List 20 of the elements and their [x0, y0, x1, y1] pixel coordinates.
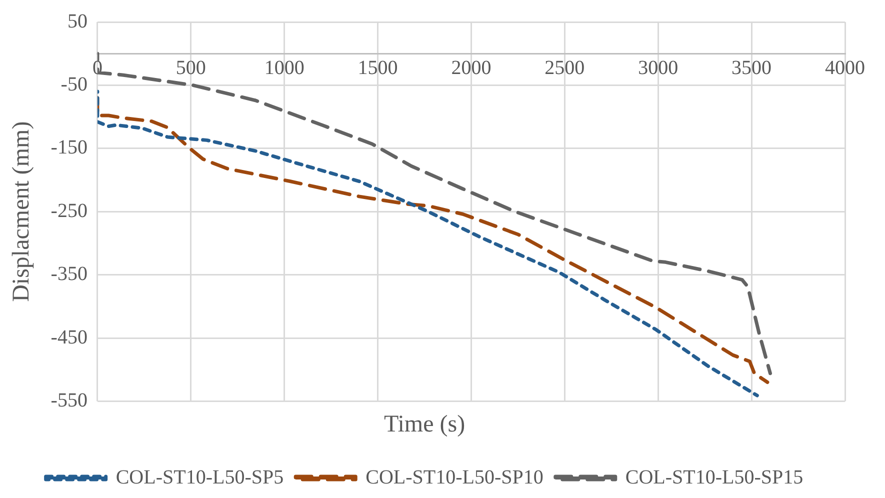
x-tick-label: 500	[176, 56, 206, 79]
y-tick-label: 50	[67, 10, 88, 32]
x-tick-label: 1500	[358, 56, 398, 79]
x-tick-label: 2500	[544, 56, 585, 79]
y-tick-label: -250	[50, 200, 88, 222]
y-tick-label: -150	[50, 136, 88, 159]
legend-label: COL-ST10-L50-SP5	[116, 466, 284, 488]
x-tick-label: 1000	[264, 56, 304, 79]
legend-label: COL-ST10-L50-SP15	[625, 466, 804, 488]
y-tick-label: -550	[50, 389, 88, 412]
y-tick-label: -450	[50, 326, 88, 348]
legend-label: COL-ST10-L50-SP10	[366, 466, 544, 488]
x-tick-label: 3500	[732, 56, 772, 79]
x-tick-label: 3000	[638, 56, 678, 79]
y-tick-label: -50	[60, 73, 88, 96]
x-tick-label: 2000	[451, 56, 492, 79]
y-tick-label: -350	[50, 263, 88, 286]
x-axis-title: Time (s)	[384, 411, 466, 438]
y-axis-title: Displacment (mm)	[8, 121, 35, 302]
x-tick-label: 4000	[825, 56, 865, 79]
